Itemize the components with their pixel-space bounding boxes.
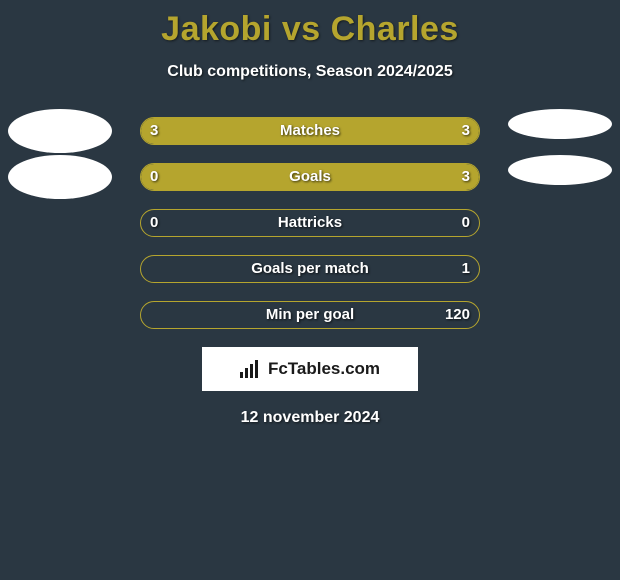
bar-track	[140, 301, 480, 329]
brand-label: FcTables.com	[240, 359, 380, 379]
brand-box[interactable]: FcTables.com	[202, 347, 418, 391]
player-avatar-right	[508, 155, 612, 185]
player-avatar-left	[8, 109, 112, 153]
bar-track	[140, 163, 480, 191]
bar-fill	[141, 164, 479, 190]
stat-row: Hattricks00	[0, 209, 620, 239]
bar-track	[140, 255, 480, 283]
bar-chart-icon	[240, 360, 262, 378]
page-subtitle: Club competitions, Season 2024/2025	[0, 63, 620, 81]
bar-fill	[141, 118, 479, 144]
stat-row: Goals per match1	[0, 255, 620, 285]
stat-row: Min per goal120	[0, 301, 620, 331]
brand-text: FcTables.com	[268, 359, 380, 379]
stat-row: Goals03	[0, 163, 620, 193]
date-line: 12 november 2024	[0, 409, 620, 427]
bar-track	[140, 209, 480, 237]
page-title: Jakobi vs Charles	[0, 0, 620, 49]
player-avatar-right	[508, 109, 612, 139]
comparison-chart: Matches33 Goals03 Hattricks00 Goals per mat…	[0, 117, 620, 331]
player-avatar-left	[8, 155, 112, 199]
bar-track	[140, 117, 480, 145]
stat-row: Matches33	[0, 117, 620, 147]
